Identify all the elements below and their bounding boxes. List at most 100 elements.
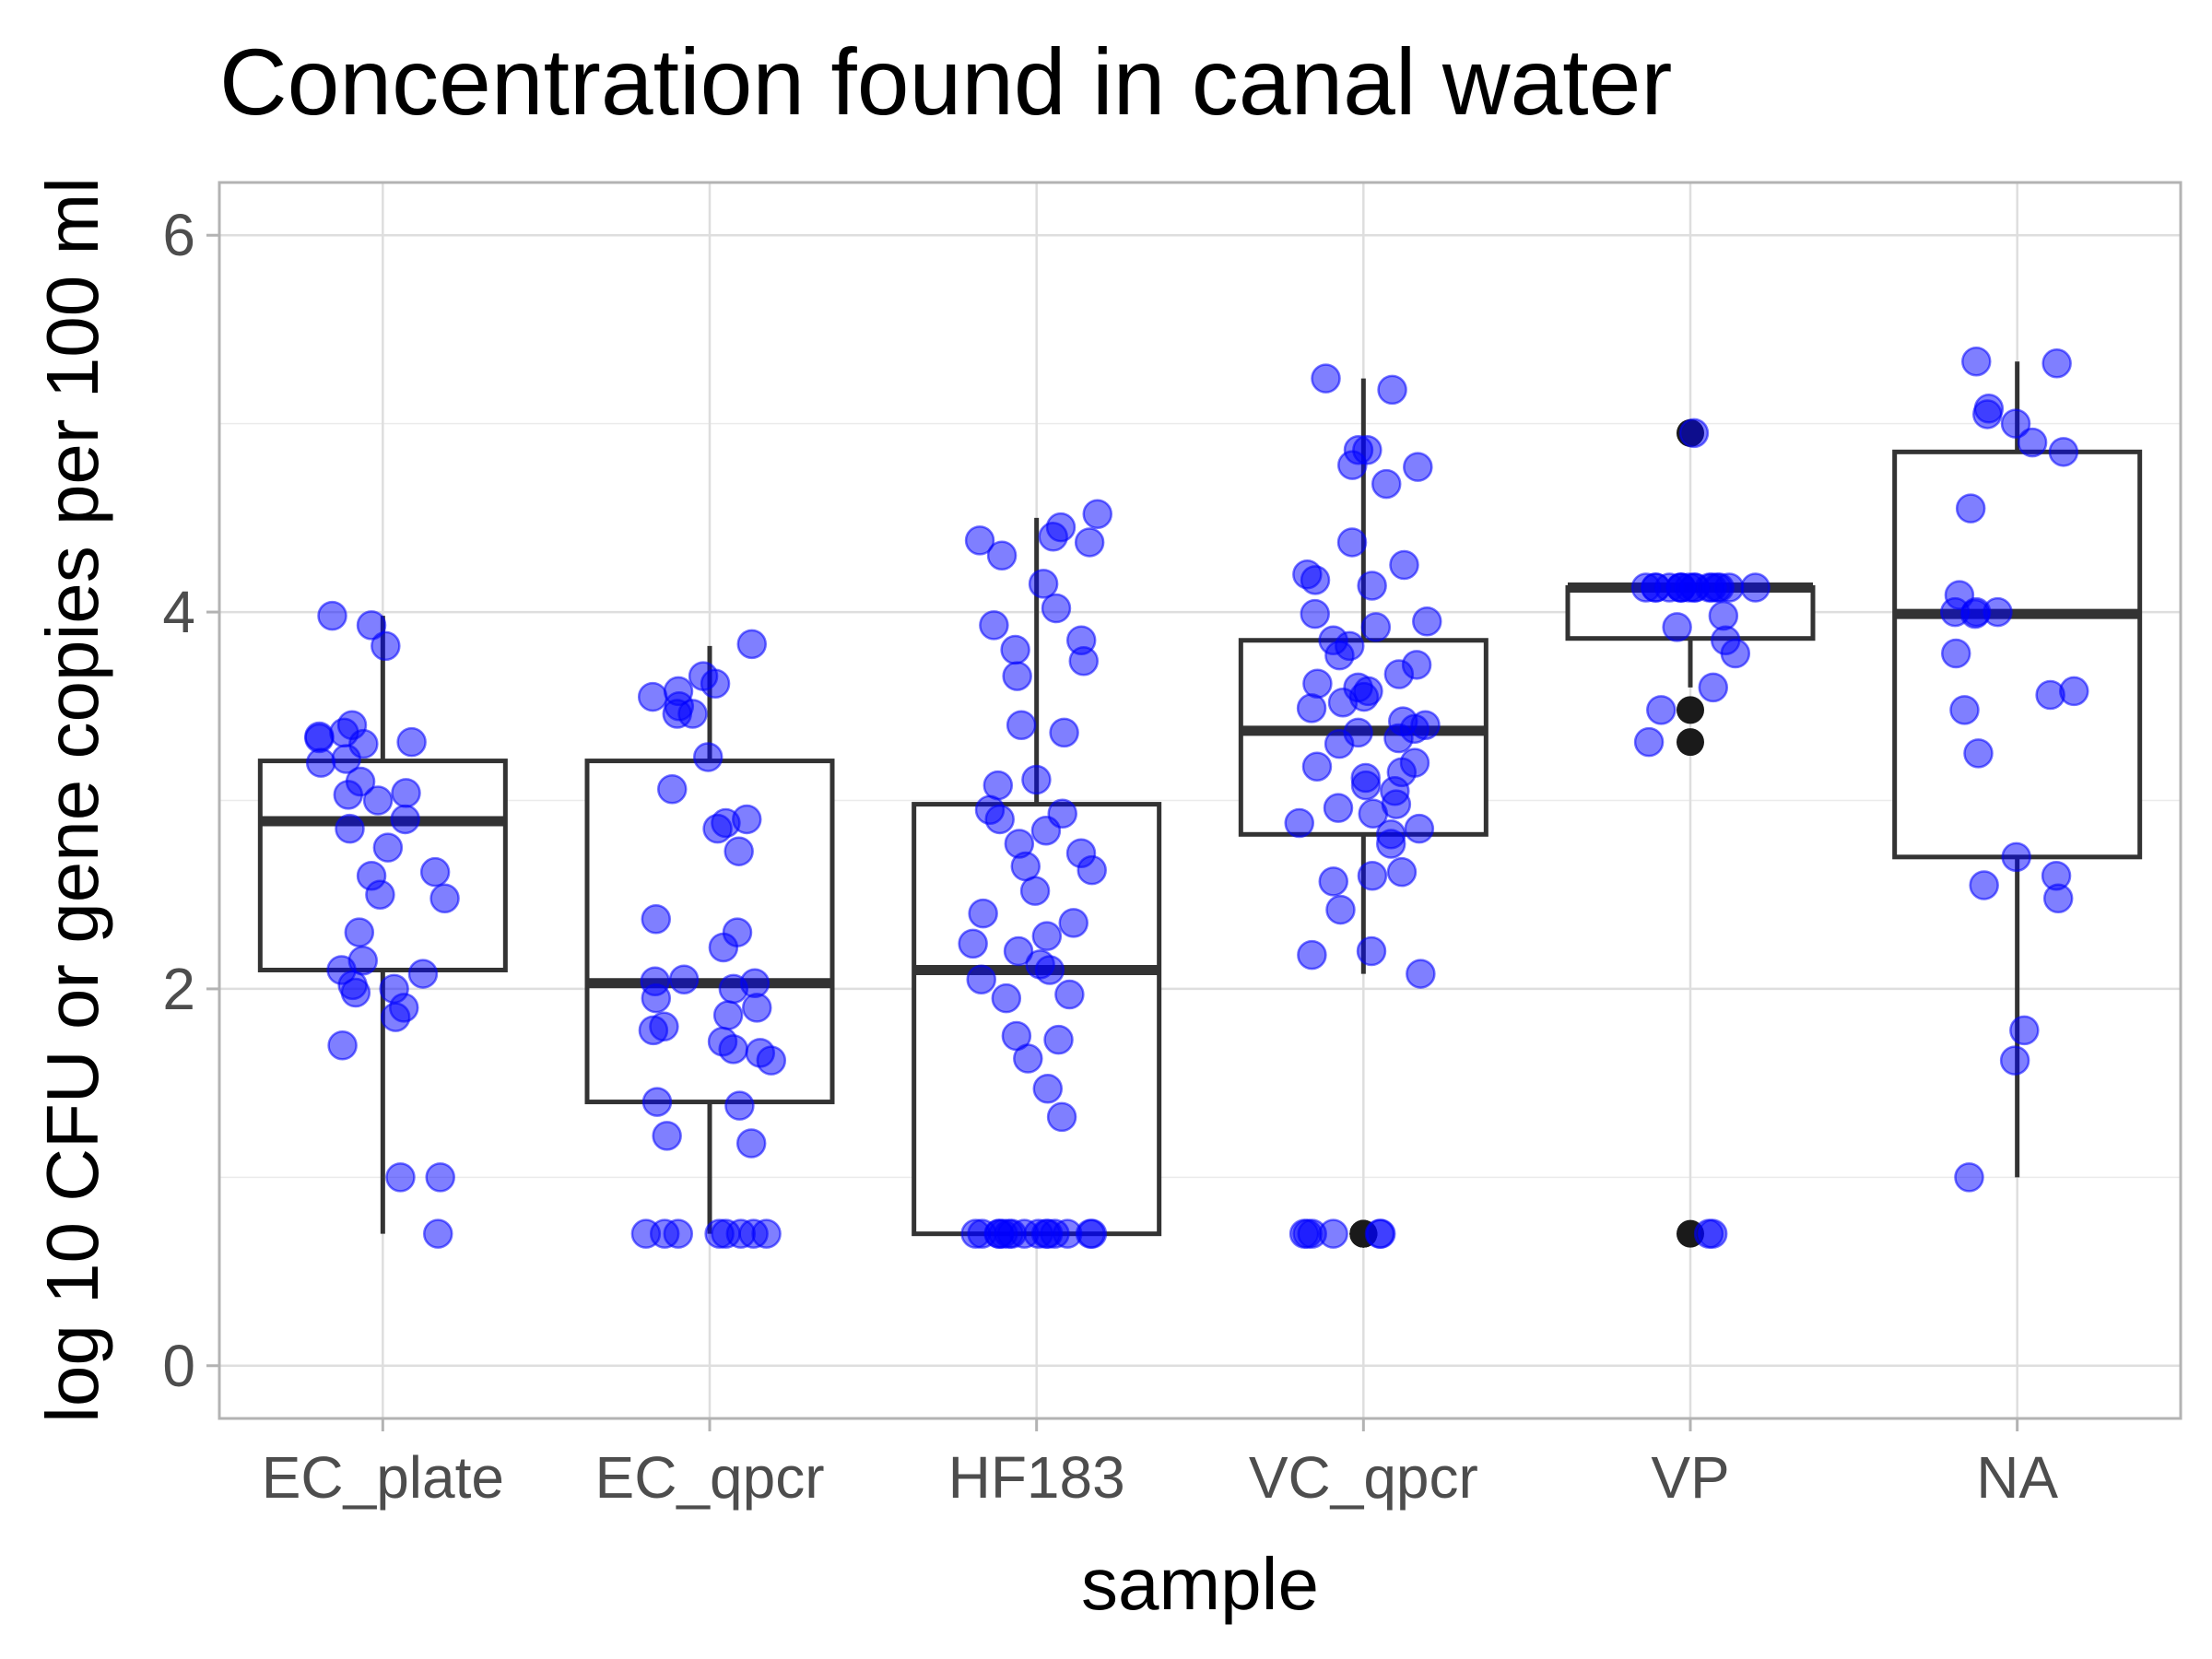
data-point	[1360, 612, 1392, 642]
data-point	[304, 721, 335, 752]
data-point	[1665, 572, 1696, 603]
data-point	[1038, 522, 1068, 552]
data-point	[1068, 645, 1100, 677]
data-point	[964, 525, 995, 556]
data-point	[986, 540, 1018, 571]
data-point	[419, 856, 451, 888]
box-ec-plate	[257, 616, 508, 1234]
points-ec-qpcr	[630, 629, 787, 1249]
data-point	[700, 668, 731, 700]
data-point	[1383, 659, 1415, 689]
data-point	[718, 1034, 748, 1065]
data-point	[1318, 1218, 1348, 1249]
data-point	[1058, 908, 1088, 938]
data-point	[1350, 770, 1382, 801]
x-tick-label-vc-qpcr: VC_qpcr	[1249, 1444, 1478, 1511]
data-point	[1034, 955, 1065, 985]
data-point	[1383, 723, 1414, 754]
data-point	[641, 982, 672, 1014]
data-point	[1013, 1043, 1043, 1074]
data-point	[422, 1218, 453, 1249]
data-point	[1954, 1162, 1984, 1193]
data-point	[1301, 751, 1333, 782]
data-point	[1082, 499, 1112, 530]
data-point	[736, 629, 768, 660]
data-point	[1961, 346, 1992, 377]
data-point	[344, 917, 375, 947]
data-point	[1959, 598, 1991, 629]
data-point	[390, 804, 420, 835]
data-point	[1364, 1218, 1395, 1249]
grid-minor	[219, 422, 2181, 1179]
box-na	[1892, 361, 2143, 1178]
data-point	[1955, 493, 1986, 524]
data-point	[1336, 527, 1368, 558]
data-point	[1324, 640, 1355, 671]
data-point	[1375, 829, 1406, 859]
x-axis: EC_plate EC_qpcr HF183 VC_qpcr VP NA	[262, 1418, 2058, 1511]
data-point	[1662, 612, 1692, 642]
jitter-points	[304, 346, 2089, 1249]
chart-title: Concentration found in canal water	[219, 29, 1672, 135]
data-point	[677, 699, 708, 729]
data-point	[751, 1218, 782, 1249]
data-point	[1075, 1218, 1106, 1249]
data-point	[968, 898, 998, 929]
data-point	[741, 993, 772, 1023]
data-point	[335, 813, 365, 844]
data-point	[1021, 764, 1052, 795]
data-point	[380, 1002, 411, 1032]
data-point	[425, 1162, 455, 1193]
data-point	[1633, 726, 1665, 758]
data-point	[2041, 347, 2072, 379]
data-point	[692, 742, 724, 772]
data-point	[1406, 959, 1436, 989]
data-point	[371, 630, 401, 662]
data-point	[407, 959, 439, 989]
data-point	[712, 1000, 744, 1030]
data-point	[1031, 921, 1063, 951]
data-point	[984, 804, 1015, 835]
points-vc-qpcr	[1284, 363, 1442, 1249]
points-vp	[1630, 418, 1771, 1249]
y-tick-label: 4	[162, 579, 195, 645]
data-point	[391, 778, 421, 808]
data-point	[1646, 695, 1677, 725]
data-point	[1000, 634, 1030, 665]
data-point	[1284, 807, 1314, 839]
data-point	[1357, 571, 1387, 601]
data-point	[1032, 1074, 1064, 1104]
data-point	[1389, 549, 1419, 581]
data-point	[991, 982, 1022, 1014]
data-point	[1720, 638, 1751, 669]
plot-panel-border	[218, 181, 2183, 1420]
data-point	[1403, 452, 1433, 482]
data-point	[668, 964, 700, 994]
data-point	[1002, 661, 1032, 691]
data-point	[649, 1218, 680, 1249]
points-na	[1940, 346, 2089, 1193]
plot-area	[218, 181, 2183, 1420]
data-point	[708, 932, 739, 963]
data-point	[327, 1030, 358, 1061]
data-point	[1297, 939, 1327, 971]
data-point	[996, 1218, 1028, 1249]
data-point	[340, 977, 371, 1008]
x-tick-label-ec-plate: EC_plate	[262, 1444, 504, 1511]
data-point	[2009, 1015, 2040, 1046]
data-point	[1740, 572, 1771, 603]
data-point	[979, 610, 1009, 641]
data-point	[356, 610, 387, 641]
data-point	[1077, 854, 1107, 886]
x-tick-label-na: NA	[1976, 1444, 2058, 1511]
data-point	[1357, 861, 1388, 891]
data-point	[1358, 798, 1389, 830]
data-point	[2048, 437, 2079, 467]
data-point	[735, 1128, 767, 1159]
data-point	[1404, 813, 1435, 844]
data-point	[1041, 593, 1072, 624]
data-point	[1028, 569, 1059, 599]
data-point	[724, 836, 754, 866]
y-tick-label: 0	[162, 1333, 195, 1399]
